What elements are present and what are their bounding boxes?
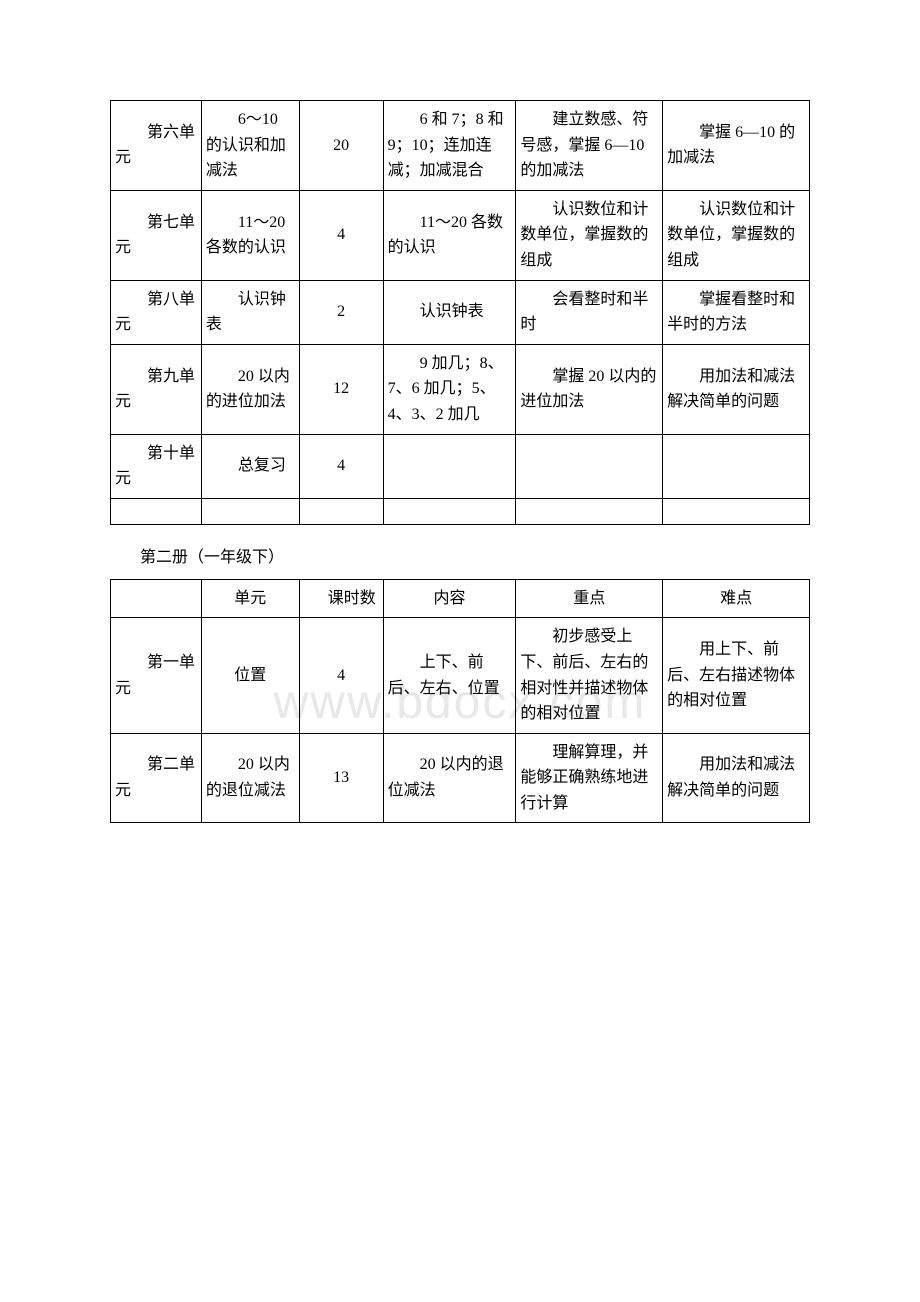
content-label: 9 加几；8、7、6 加几；5、4、3、2 加几 bbox=[388, 351, 512, 428]
key-label: 理解算理，并能够正确熟练地进行计算 bbox=[520, 740, 658, 817]
unit-label: 第一单元 bbox=[115, 650, 197, 701]
hours-label: 2 bbox=[337, 303, 345, 320]
topic-label: 6～10 的认识和加减法 bbox=[206, 107, 295, 184]
header-key: 重点 bbox=[573, 590, 605, 607]
table-row: 第八单元 认识钟表 2 认识钟表 会看整时和半时 掌握看整时和半时的方法 bbox=[111, 280, 810, 344]
table-row: 第一单元 位置 4 上下、前后、左右、位置 初步感受上下、前后、左右的相对性并描… bbox=[111, 618, 810, 733]
table-row: 第七单元 11～20 各数的认识 4 11～20 各数的认识 认识数位和计数单位… bbox=[111, 190, 810, 280]
key-label: 掌握 20 以内的进位加法 bbox=[520, 364, 658, 415]
hours-label: 4 bbox=[337, 457, 345, 474]
unit-label: 第六单元 bbox=[115, 120, 197, 171]
key-label: 认识数位和计数单位，掌握数的组成 bbox=[520, 197, 658, 274]
content-label: 上下、前后、左右、位置 bbox=[388, 650, 512, 701]
unit-label: 第七单元 bbox=[115, 210, 197, 261]
unit-label: 第二单元 bbox=[115, 752, 197, 803]
unit-label: 第十单元 bbox=[115, 441, 197, 492]
table-row: 第六单元 6～10 的认识和加减法 20 6 和 7；8 和 9；10；连加连减… bbox=[111, 101, 810, 191]
content-label: 20 以内的退位减法 bbox=[388, 752, 512, 803]
topic-label: 认识钟表 bbox=[206, 287, 295, 338]
unit-label: 第八单元 bbox=[115, 287, 197, 338]
topic-label: 位置 bbox=[234, 667, 266, 684]
section-title: 第二册（一年级下） bbox=[140, 543, 810, 567]
hours-label: 4 bbox=[337, 667, 345, 684]
key-label: 会看整时和半时 bbox=[520, 287, 658, 338]
header-diff: 难点 bbox=[720, 590, 752, 607]
topic-label: 总复习 bbox=[206, 453, 295, 479]
table-row-empty bbox=[111, 498, 810, 524]
hours-label: 12 bbox=[333, 380, 349, 397]
topic-label: 11～20 各数的认识 bbox=[206, 210, 295, 261]
diff-label: 认识数位和计数单位，掌握数的组成 bbox=[667, 197, 805, 274]
key-label: 建立数感、符号感，掌握 6—10 的加减法 bbox=[520, 107, 658, 184]
hours-label: 4 bbox=[337, 226, 345, 243]
diff-label: 掌握看整时和半时的方法 bbox=[667, 287, 805, 338]
table-volume1-continued: 第六单元 6～10 的认识和加减法 20 6 和 7；8 和 9；10；连加连减… bbox=[110, 100, 810, 525]
header-topic: 单元 bbox=[234, 590, 266, 607]
content-label: 6 和 7；8 和 9；10；连加连减；加减混合 bbox=[388, 107, 512, 184]
table-row: 第九单元 20 以内的进位加法 12 9 加几；8、7、6 加几；5、4、3、2… bbox=[111, 344, 810, 434]
header-content: 内容 bbox=[433, 590, 465, 607]
table-row: 第二单元 20 以内的退位减法 13 20 以内的退位减法 理解算理，并能够正确… bbox=[111, 733, 810, 823]
diff-label: 用加法和减法解决简单的问题 bbox=[667, 752, 805, 803]
content-label: 认识钟表 bbox=[388, 299, 512, 325]
content-label: 11～20 各数的认识 bbox=[388, 210, 512, 261]
unit-label: 第九单元 bbox=[115, 364, 197, 415]
key-label: 初步感受上下、前后、左右的相对性并描述物体的相对位置 bbox=[520, 624, 658, 726]
hours-label: 13 bbox=[333, 769, 349, 786]
header-hours: 课时数 bbox=[304, 586, 379, 612]
diff-label: 用上下、前后、左右描述物体的相对位置 bbox=[667, 637, 805, 714]
topic-label: 20 以内的退位减法 bbox=[206, 752, 295, 803]
diff-label: 用加法和减法解决简单的问题 bbox=[667, 364, 805, 415]
diff-label: 掌握 6—10 的加减法 bbox=[667, 120, 805, 171]
table-row: 第十单元 总复习 4 bbox=[111, 434, 810, 498]
table-header-row: 单元 课时数 内容 重点 难点 bbox=[111, 579, 810, 618]
table-volume2: 单元 课时数 内容 重点 难点 第一单元 位置 4 上下、前后、左右、位置 初步… bbox=[110, 579, 810, 824]
hours-label: 20 bbox=[333, 137, 349, 154]
topic-label: 20 以内的进位加法 bbox=[206, 364, 295, 415]
